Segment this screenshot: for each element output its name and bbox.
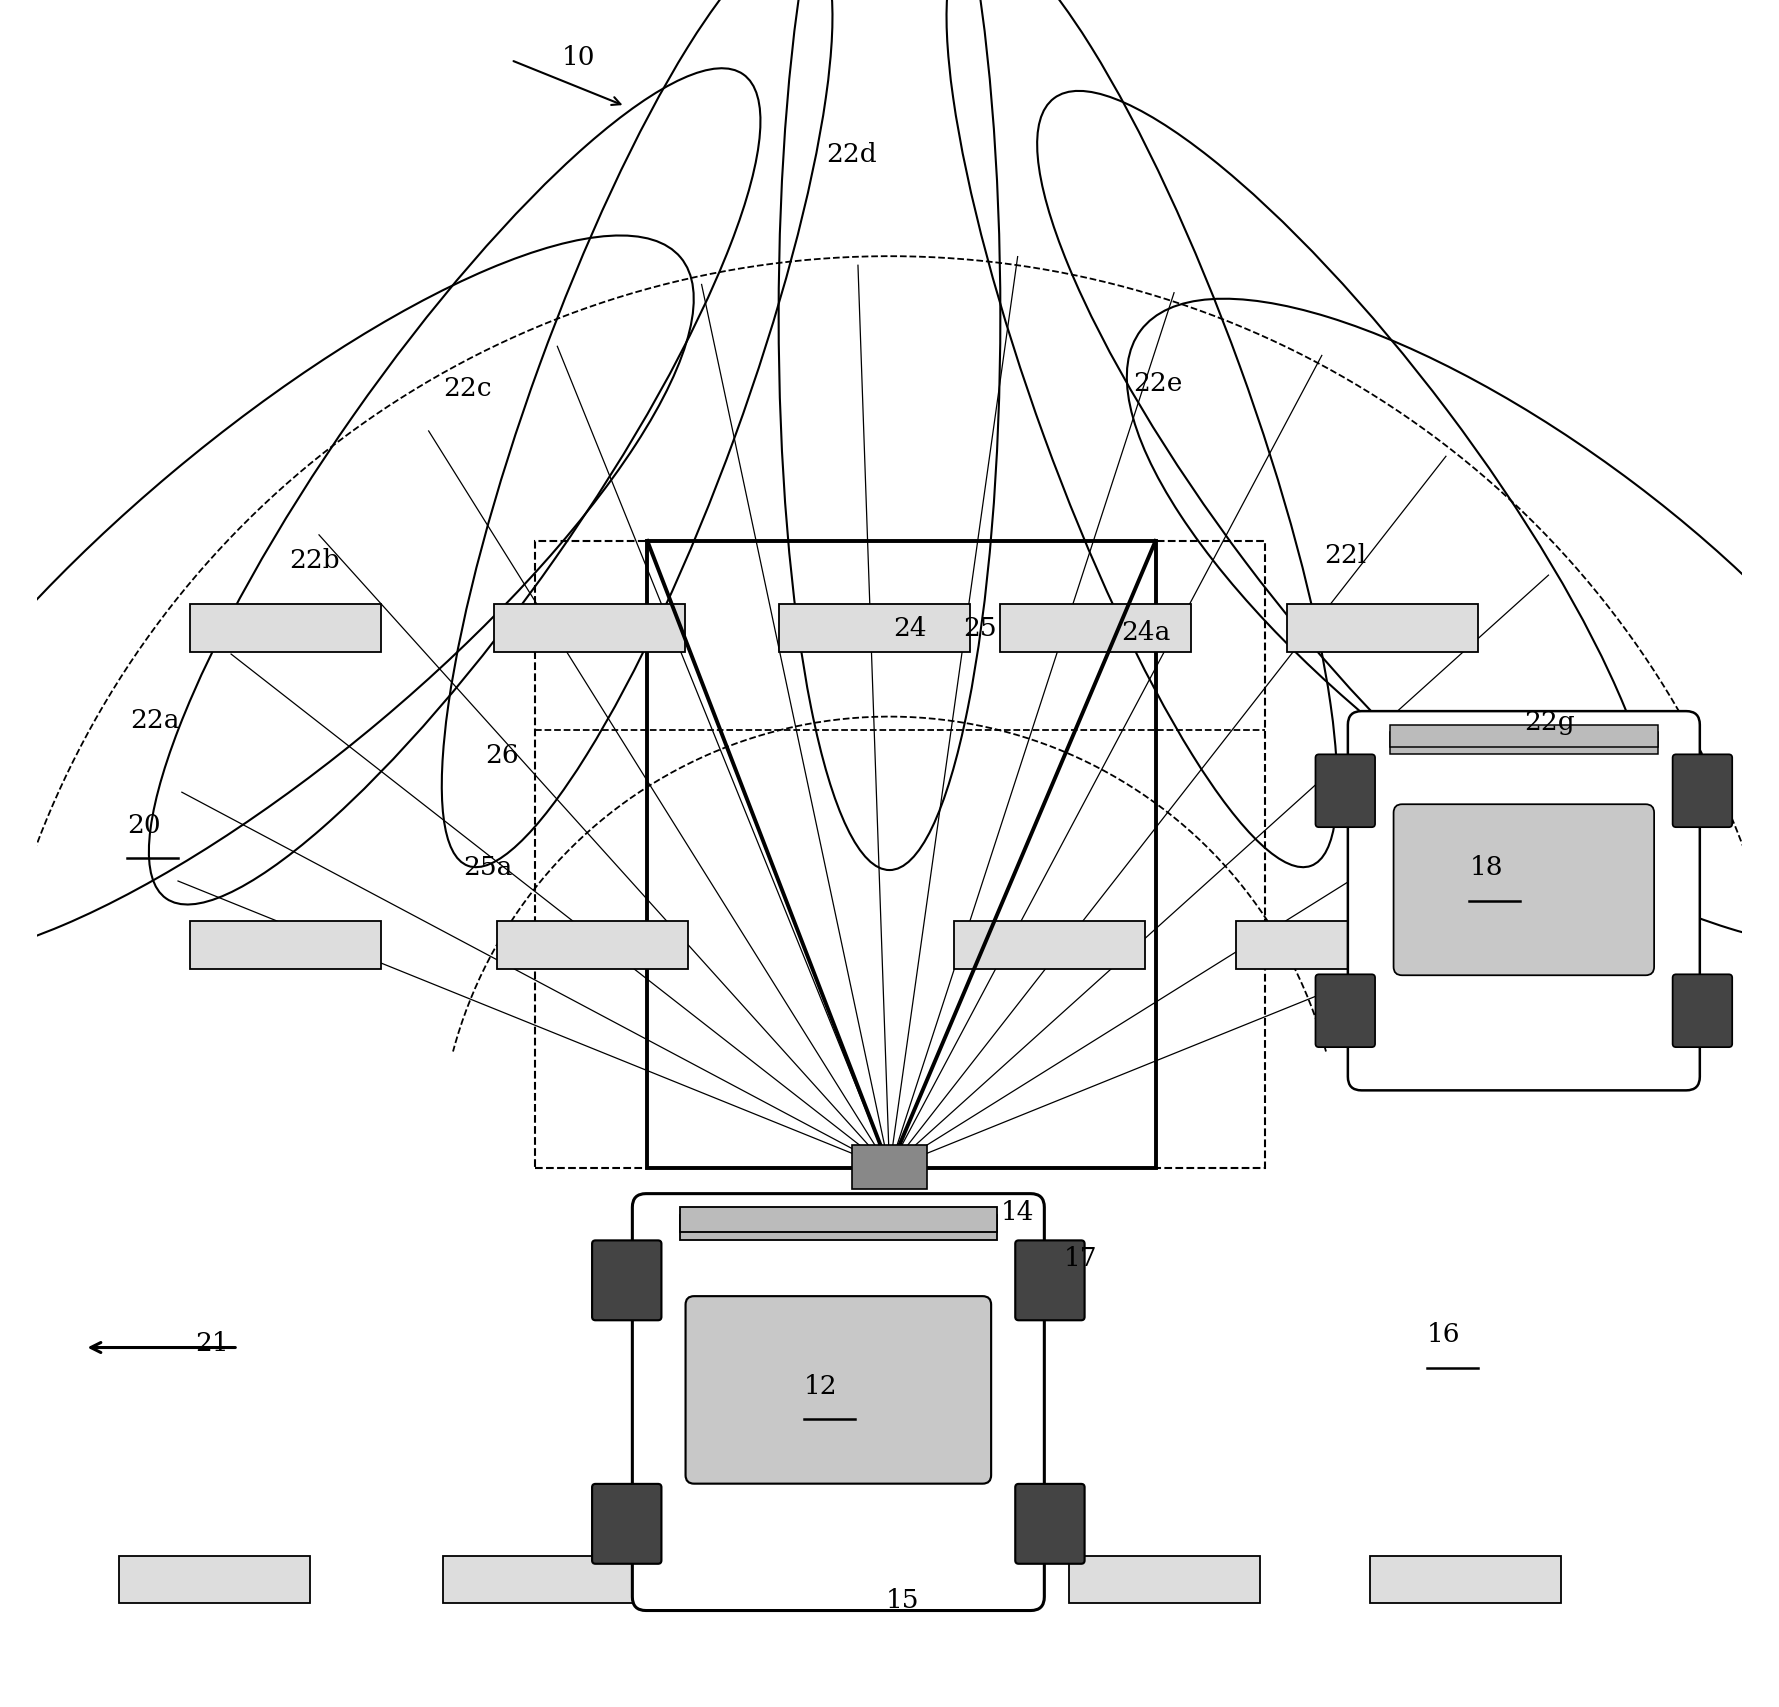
Text: 12: 12 [804,1372,838,1398]
FancyBboxPatch shape [680,1207,996,1232]
Text: 15: 15 [886,1588,920,1613]
FancyBboxPatch shape [443,1555,633,1603]
FancyBboxPatch shape [1315,754,1375,828]
FancyBboxPatch shape [498,922,688,970]
FancyBboxPatch shape [1236,922,1427,970]
FancyBboxPatch shape [1370,1555,1562,1603]
FancyBboxPatch shape [1016,1483,1085,1564]
Text: 22a: 22a [130,708,180,732]
Text: 18: 18 [1469,855,1503,879]
Text: 24a: 24a [1121,620,1171,645]
FancyBboxPatch shape [495,604,685,652]
Text: 24: 24 [893,616,927,642]
Text: 25: 25 [962,616,996,642]
Text: 17: 17 [1064,1244,1098,1270]
FancyBboxPatch shape [592,1241,662,1321]
FancyBboxPatch shape [1286,604,1478,652]
FancyBboxPatch shape [1315,975,1375,1048]
Text: 22b: 22b [290,548,340,574]
FancyBboxPatch shape [779,604,970,652]
FancyBboxPatch shape [1672,975,1733,1048]
Text: 25a: 25a [463,855,512,879]
Text: 22l: 22l [1324,543,1366,568]
Bar [648,541,1156,1169]
FancyBboxPatch shape [1000,604,1192,652]
FancyBboxPatch shape [685,1296,991,1483]
Text: 22e: 22e [1133,370,1183,396]
FancyBboxPatch shape [592,1483,662,1564]
FancyBboxPatch shape [1389,725,1658,748]
Text: 22g: 22g [1525,710,1574,734]
FancyBboxPatch shape [680,1215,996,1239]
FancyBboxPatch shape [1348,712,1699,1091]
Text: 14: 14 [1000,1198,1034,1224]
Text: 22d: 22d [827,142,877,167]
FancyBboxPatch shape [954,922,1146,970]
Bar [535,541,1265,1169]
Text: 26: 26 [486,743,519,766]
FancyBboxPatch shape [632,1193,1044,1611]
Text: 16: 16 [1427,1321,1461,1347]
FancyBboxPatch shape [119,1555,310,1603]
Text: 22c: 22c [443,376,491,401]
FancyBboxPatch shape [1389,732,1658,754]
FancyBboxPatch shape [770,1555,961,1603]
FancyBboxPatch shape [190,922,381,970]
Text: 21: 21 [196,1330,229,1355]
FancyBboxPatch shape [1672,754,1733,828]
FancyBboxPatch shape [1016,1241,1085,1321]
Text: 10: 10 [562,44,596,70]
FancyBboxPatch shape [190,604,381,652]
Text: 20: 20 [128,813,160,836]
FancyBboxPatch shape [1069,1555,1260,1603]
FancyBboxPatch shape [1393,804,1654,976]
FancyBboxPatch shape [852,1145,927,1190]
